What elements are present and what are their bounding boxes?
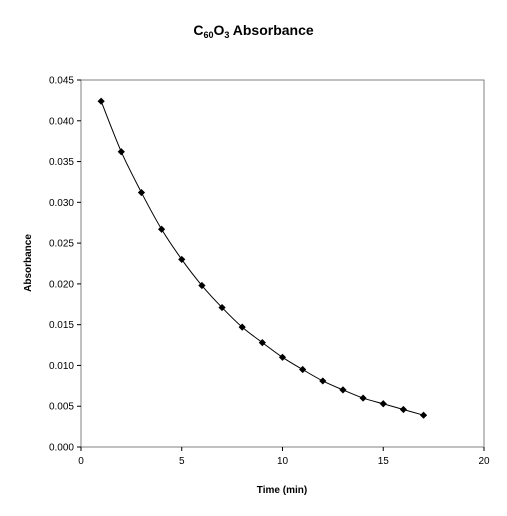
y-tick-label: 0.030 (49, 198, 74, 209)
data-point (218, 303, 226, 312)
data-point (137, 188, 146, 197)
y-tick-label: 0.015 (49, 320, 74, 331)
y-tick-label: 0.020 (49, 279, 74, 290)
x-tick-label: 5 (179, 456, 185, 467)
data-point (178, 255, 186, 264)
chart-title: C60O3 Absorbance (193, 22, 314, 40)
y-axis-title: Absorbance (23, 234, 34, 292)
y-tick-label: 0.045 (49, 76, 74, 87)
data-point (379, 400, 387, 408)
data-point (258, 339, 266, 347)
x-tick-label: 15 (378, 456, 390, 467)
y-tick-label: 0.000 (49, 443, 74, 454)
x-tick-label: 0 (78, 456, 84, 467)
data-point (238, 323, 246, 331)
data-point (198, 281, 206, 290)
y-tick-label: 0.035 (49, 157, 74, 168)
plot-area (80, 79, 485, 448)
y-axis: 0.000 0.005 0.010 0.015 0.020 0.025 0.030 0.035… (49, 76, 81, 454)
data-point (97, 97, 105, 105)
data-point (117, 148, 125, 156)
data-point (419, 411, 428, 419)
y-tick-label: 0.025 (49, 239, 74, 250)
data-point (399, 405, 407, 414)
y-tick-label: 0.010 (49, 361, 74, 372)
x-tick-label: 10 (277, 456, 289, 467)
x-tick-label: 20 (478, 456, 490, 467)
y-tick-label: 0.005 (49, 402, 74, 413)
data-point (339, 386, 347, 394)
data-point (278, 353, 287, 361)
data-point (319, 377, 327, 385)
data-point (158, 225, 166, 233)
x-axis-title: Time (min) (257, 485, 307, 496)
x-axis: 0 5 10 15 20 (78, 447, 490, 467)
series-points (97, 97, 428, 419)
data-point (299, 365, 307, 374)
y-tick-label: 0.040 (49, 116, 74, 127)
data-point (359, 394, 367, 402)
